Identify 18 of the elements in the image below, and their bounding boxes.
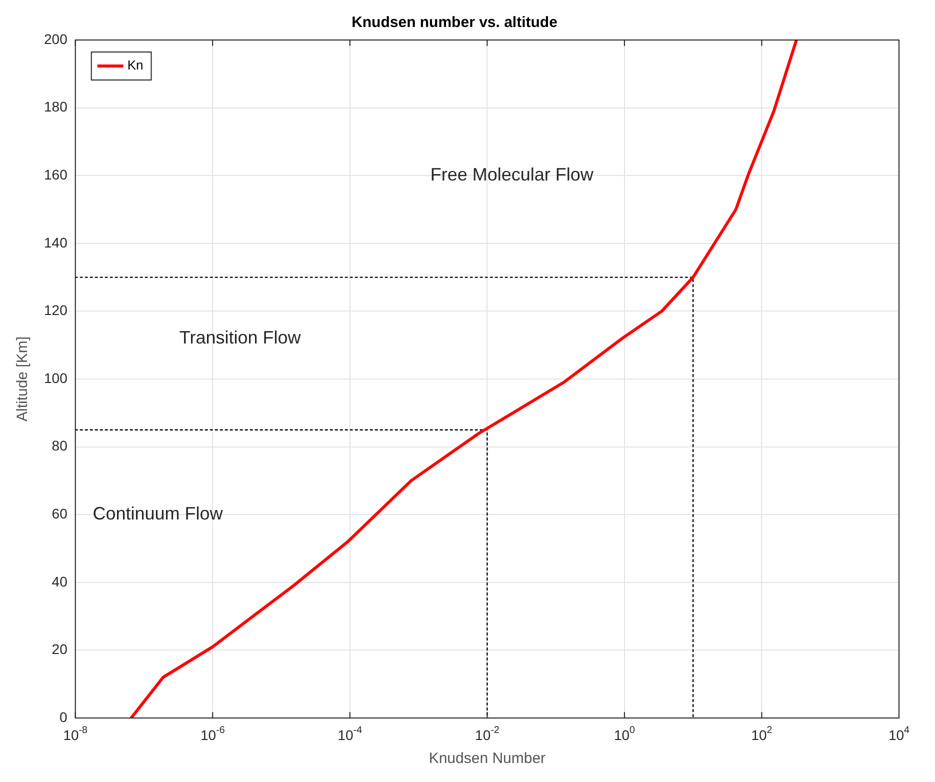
x-axis-title: Knudsen Number <box>428 750 546 768</box>
y-tick-label: 160 <box>44 166 68 182</box>
y-tick-label: 40 <box>52 573 68 590</box>
y-tick-label: 80 <box>52 438 68 454</box>
annotation: Continuum Flow <box>92 504 224 524</box>
y-tick-label: 100 <box>44 370 68 386</box>
chart-title: Knudsen number vs. altitude <box>352 14 558 32</box>
annotation: Free Molecular Flow <box>430 164 594 185</box>
y-tick-label: 20 <box>52 641 68 658</box>
y-tick-label: 180 <box>44 98 68 115</box>
annotation: Transition Flow <box>179 327 302 348</box>
y-tick-label: 200 <box>44 30 68 47</box>
legend-label: Kn <box>127 58 144 73</box>
y-tick-label: 120 <box>44 302 68 318</box>
y-tick-label: 140 <box>44 234 68 250</box>
y-axis-title: Altitude [Km] <box>14 336 32 422</box>
y-tick-label: 0 <box>60 708 68 725</box>
y-tick-label: 60 <box>52 505 68 522</box>
